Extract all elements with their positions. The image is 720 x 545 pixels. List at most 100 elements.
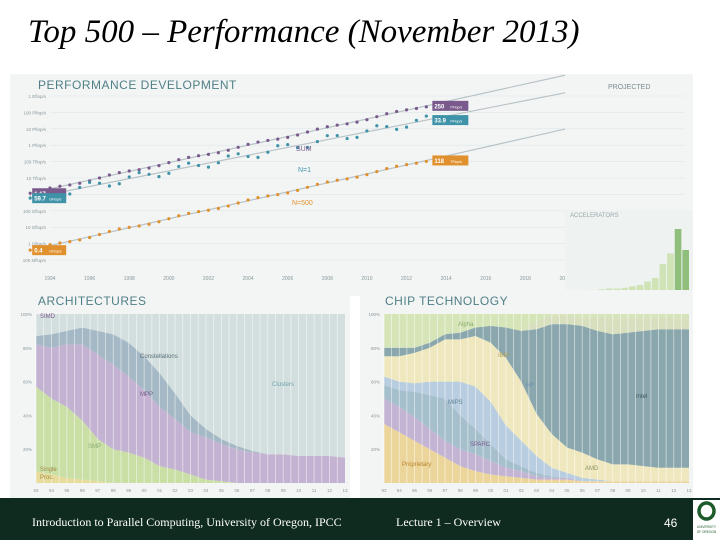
data-point xyxy=(246,154,250,159)
footer-lecture: Lecture 1 – Overview xyxy=(396,515,501,529)
x-tick-label: 03 xyxy=(188,488,194,493)
data-point xyxy=(28,196,32,200)
inset-bar xyxy=(674,229,682,292)
data-point xyxy=(404,108,409,112)
end-value: 33.9 xyxy=(434,119,446,125)
start-unit: GFlop/s xyxy=(49,250,62,254)
x-tick-label: 1998 xyxy=(124,276,135,282)
x-tick-label: 1994 xyxy=(44,276,55,282)
year-bars xyxy=(35,314,338,483)
data-point xyxy=(97,176,102,180)
data-point xyxy=(107,184,112,188)
data-point xyxy=(395,127,399,131)
x-tick-label: 13 xyxy=(686,488,692,493)
x-tick-label: 02 xyxy=(519,488,525,493)
data-point xyxy=(246,198,250,202)
data-point xyxy=(147,222,151,226)
y-tick-label: 60% xyxy=(371,380,380,385)
data-point xyxy=(276,144,280,148)
data-point xyxy=(68,240,72,244)
data-point xyxy=(117,171,121,175)
data-point xyxy=(414,118,419,122)
area-label-intel: Intel xyxy=(636,394,647,400)
data-point xyxy=(187,161,191,165)
chart-title: PERFORMANCE DEVELOPMENT xyxy=(38,78,237,92)
data-point xyxy=(78,238,82,242)
y-tick-label: 80% xyxy=(371,346,380,351)
data-point xyxy=(226,204,230,208)
data-point xyxy=(404,125,409,129)
data-point xyxy=(157,175,161,179)
data-point xyxy=(157,163,161,168)
start-unit: GFlop/s xyxy=(49,198,62,202)
chart-title: CHIP TECHNOLOGY xyxy=(385,294,508,308)
x-tick-label: 10 xyxy=(641,488,647,493)
data-point xyxy=(206,165,211,169)
data-point xyxy=(58,241,62,245)
start-value: 59.7 xyxy=(34,197,46,203)
data-point xyxy=(266,194,270,198)
data-point xyxy=(355,175,359,179)
data-point xyxy=(107,173,112,177)
architectures-svg: ARCHITECTURES 100%80%60%40%20% 93 94 95 96 9… xyxy=(20,294,348,493)
inset-bar xyxy=(644,281,651,292)
area-label-proc: Proc. xyxy=(40,475,54,481)
start-value: 0.4 xyxy=(34,249,43,255)
x-tick-label: 12 xyxy=(327,488,333,493)
x-tick-label: 93 xyxy=(33,488,39,493)
x-tick-label: 02 xyxy=(173,488,179,493)
end-value-tag xyxy=(432,100,469,111)
x-tick-label: 96 xyxy=(427,488,433,493)
inset-bar xyxy=(629,286,636,292)
area-label-sparc: SPARC xyxy=(470,442,491,448)
performance-development-chart: PERFORMANCE DEVELOPMENT PROJECTED 1 Eflo… xyxy=(10,74,693,296)
data-point xyxy=(305,145,310,150)
x-tick-label: 2000 xyxy=(163,276,174,282)
area-label-clusters: Clusters xyxy=(272,382,294,388)
value-tags: 1.17TFlop/s59.7GFlop/s0.4GFlop/s250PFlop… xyxy=(32,100,469,256)
data-point xyxy=(206,208,211,212)
data-point xyxy=(107,229,112,234)
x-tick-label: 07 xyxy=(595,488,601,493)
data-point xyxy=(345,122,349,126)
data-point xyxy=(177,214,181,218)
end-value: 118 xyxy=(434,159,444,165)
x-tick-label: 13 xyxy=(342,488,348,493)
data-point xyxy=(325,180,329,184)
data-point xyxy=(246,142,250,146)
logo-text-line2: OF OREGON xyxy=(697,530,717,534)
x-tick-label: 11 xyxy=(656,488,661,493)
data-point xyxy=(226,154,230,158)
x-tick-label: 09 xyxy=(625,488,631,493)
data-point xyxy=(424,159,428,164)
y-tick-label: 40% xyxy=(371,413,380,418)
data-point xyxy=(365,173,369,177)
end-unit: PFlop/s xyxy=(450,105,462,109)
inset-background xyxy=(565,210,693,296)
x-tick-labels: 1994 1996 1998 2000 2002 2004 2006 2008 2010 2012… xyxy=(44,276,570,282)
x-tick-label: 09 xyxy=(281,488,287,493)
performance-development-svg: PERFORMANCE DEVELOPMENT PROJECTED 1 Eflo… xyxy=(23,74,693,296)
data-point xyxy=(127,225,131,229)
y-tick-labels: 1 Eflop/s 100 Pflop/s 10 Pflop/s 1 Pflop/s 1… xyxy=(23,94,47,263)
x-tick-label: 01 xyxy=(503,488,509,493)
area-label-smp: SMP xyxy=(88,444,101,450)
inset-bar xyxy=(682,250,689,292)
y-tick-label: 1 Gflop/s xyxy=(28,242,47,247)
y-tick-labels: 100% 80% 60% 40% 20% xyxy=(368,312,380,452)
x-tick-label: 2002 xyxy=(203,276,214,282)
data-point xyxy=(88,180,92,184)
year-bars xyxy=(383,314,682,483)
end-value-tag xyxy=(432,115,469,126)
data-point xyxy=(395,164,399,168)
y-tick-label: 10 Pflop/s xyxy=(26,127,47,132)
x-tick-label: 2014 xyxy=(441,276,452,282)
accelerators-inset-chart: ACCELERATORS xyxy=(565,210,693,296)
data-point xyxy=(385,167,389,171)
series-label-n500: N=500 xyxy=(292,200,313,207)
chip-technology-svg: CHIP TECHNOLOGY 100%80%60%40%20% 93 94 95 9… xyxy=(368,294,692,493)
data-point xyxy=(385,112,389,116)
x-tick-label: 2010 xyxy=(361,276,372,282)
inset-bar xyxy=(667,253,674,292)
data-point xyxy=(167,161,171,165)
